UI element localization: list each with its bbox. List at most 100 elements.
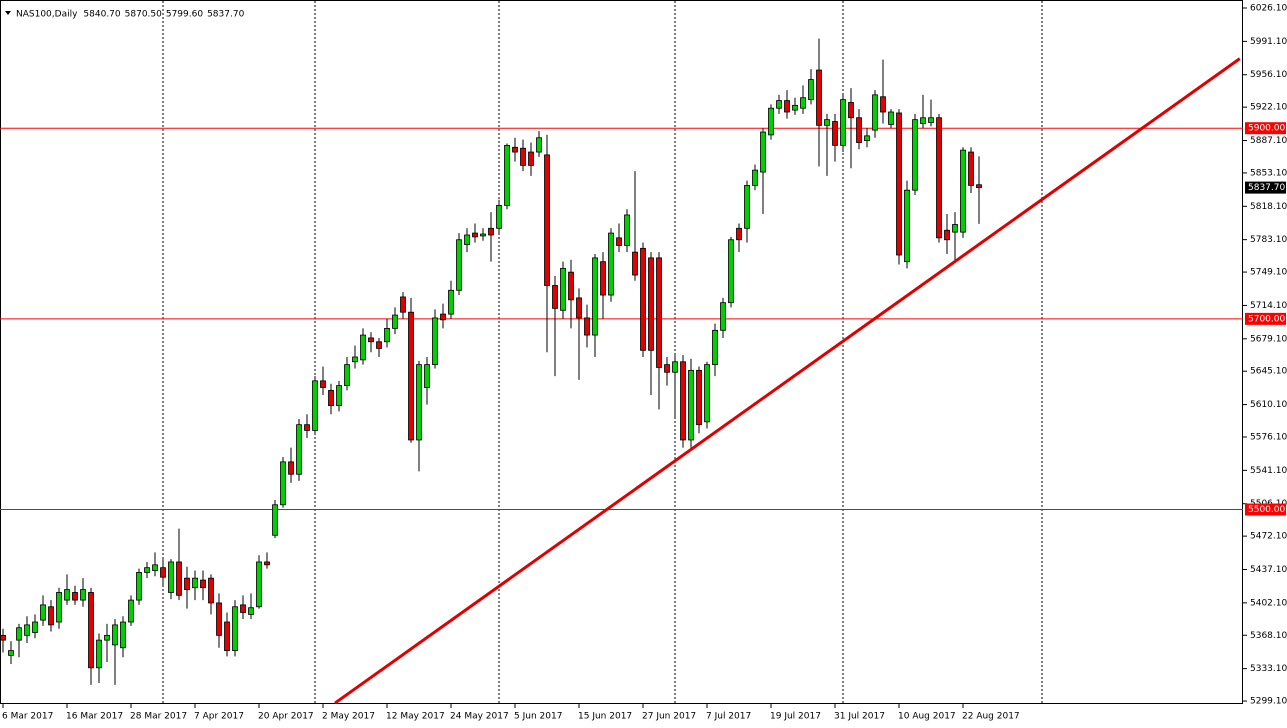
candle-body (480, 233, 486, 237)
candle-body (528, 151, 534, 166)
candle-body (744, 185, 750, 229)
candle-body (592, 257, 598, 336)
candle-body (856, 117, 862, 143)
candle-body (864, 135, 870, 142)
candle-body (136, 572, 142, 601)
x-tick-label: 7 Apr 2017 (194, 712, 244, 722)
candle-body (704, 364, 710, 423)
plot-area (0, 38, 1243, 704)
candle-body (328, 389, 334, 407)
y-tick-label: 5887.10 (1250, 136, 1287, 146)
candle-body (776, 100, 782, 109)
candle-body (192, 577, 198, 589)
candle-body (944, 229, 950, 241)
level-label: 5900.00 (1248, 124, 1285, 134)
candle-body (400, 296, 406, 313)
trend-line (334, 57, 1241, 704)
last-price-box (1245, 181, 1286, 194)
candle-body (112, 624, 118, 646)
y-tick-label: 5437.10 (1250, 565, 1287, 575)
candle-body (392, 314, 398, 329)
candle-body (960, 149, 966, 233)
candle-body (632, 251, 638, 276)
candle-body (512, 146, 518, 153)
candle-body (536, 137, 542, 153)
candle-body (48, 606, 54, 626)
header-value: 5840.70 (83, 10, 120, 20)
candle-body (104, 634, 110, 641)
candle-body (464, 234, 470, 245)
y-tick-label: 5679.10 (1250, 334, 1287, 344)
candle-body (824, 119, 830, 126)
candle-body (656, 257, 662, 368)
candle-body (320, 380, 326, 388)
candle-body (488, 227, 494, 236)
candle-body (144, 567, 150, 573)
x-tick-label: 7 Jul 2017 (706, 712, 751, 722)
x-tick-label: 12 May 2017 (386, 712, 445, 722)
y-tick-label: 5714.10 (1250, 301, 1287, 311)
candle-body (680, 361, 686, 441)
candle-body (248, 607, 254, 615)
candle-body (696, 369, 702, 426)
level-label: 5500.00 (1248, 505, 1285, 515)
x-tick-label: 20 Apr 2017 (258, 712, 314, 722)
candle-body (24, 624, 30, 636)
candle-body (120, 621, 126, 649)
candle-body (80, 589, 86, 601)
candle-body (576, 297, 582, 319)
candle-body (336, 385, 342, 407)
candle-body (504, 144, 510, 206)
header-value: 5837.70 (207, 10, 244, 20)
candle-body (312, 380, 318, 431)
y-tick-label: 5610.10 (1250, 400, 1287, 410)
candle-body (72, 592, 78, 601)
candle-body (760, 131, 766, 173)
candle-body (304, 424, 310, 431)
y-tick-label: 5645.10 (1250, 367, 1287, 377)
candle-body (728, 239, 734, 304)
candle-body (344, 364, 350, 387)
chart-title: NAS100,Daily (16, 10, 78, 20)
x-tick-label: 15 Jun 2017 (578, 712, 632, 722)
candle-body (472, 232, 478, 238)
y-tick-label: 5749.10 (1250, 268, 1287, 278)
y-tick-label: 5333.10 (1250, 664, 1287, 674)
level-label-box (1245, 503, 1286, 516)
candle-body (376, 341, 382, 349)
candle-body (288, 461, 294, 475)
y-tick-label: 5991.10 (1250, 37, 1287, 47)
candle-body (96, 639, 102, 669)
x-tick-label: 2 May 2017 (322, 712, 375, 722)
candle-body (352, 356, 358, 363)
candle-body (256, 561, 262, 608)
candle-body (184, 577, 190, 591)
candle-body (176, 561, 182, 596)
x-tick-label: 24 May 2017 (450, 712, 509, 722)
candle-body (8, 650, 14, 656)
candle-body (832, 121, 838, 146)
candle-body (448, 289, 454, 315)
x-tick-label: 19 Jul 2017 (770, 712, 821, 722)
candle-body (424, 364, 430, 388)
candle-body (216, 602, 222, 636)
y-tick-label: 5402.10 (1250, 598, 1287, 608)
candle-body (432, 317, 438, 366)
candle-body (968, 151, 974, 186)
candle-body (808, 79, 814, 101)
candle-body (800, 97, 806, 109)
x-tick-label: 5 Jun 2017 (514, 712, 562, 722)
candle-body (16, 627, 22, 641)
candle-body (240, 604, 246, 613)
candle-body (544, 154, 550, 286)
candle-body (712, 329, 718, 366)
candle-body (416, 364, 422, 441)
level-label-box (1245, 122, 1286, 135)
candle-body (688, 369, 694, 441)
candle-body (0, 634, 6, 641)
candle-body (848, 102, 854, 119)
candle-body (600, 261, 606, 296)
y-tick-label: 5368.10 (1250, 631, 1287, 641)
x-tick-label: 22 Aug 2017 (962, 712, 1020, 722)
